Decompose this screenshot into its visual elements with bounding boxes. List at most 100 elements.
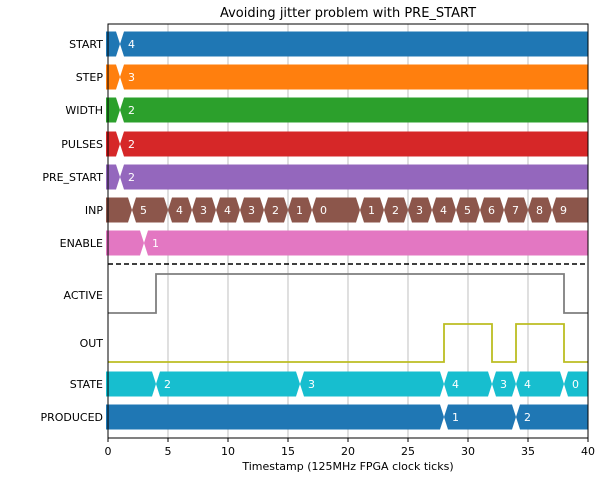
bus-value-label: 4: [176, 204, 183, 217]
bus-segment: [144, 230, 598, 256]
bus-value-label: 2: [164, 378, 171, 391]
bus-value-label: 6: [488, 204, 495, 217]
signal-label-state: STATE: [70, 378, 103, 391]
x-tick-label: 0: [105, 445, 112, 458]
signal-labels: START STEP WIDTH PULSES PRE_START INP ENABLE AC…: [40, 38, 103, 424]
bus-segment: [288, 197, 312, 223]
bus-segment: [156, 371, 300, 397]
bus-value-label: 3: [200, 204, 207, 217]
x-tick-label: 20: [341, 445, 355, 458]
x-tick-label: 30: [461, 445, 475, 458]
bit-trace: [108, 273, 588, 314]
bus-segment: [216, 197, 240, 223]
bus-value-label: 2: [128, 138, 135, 151]
bus-segment: [120, 164, 598, 190]
signal-label-pulses: PULSES: [61, 138, 103, 151]
bus-value-label: 4: [440, 204, 447, 217]
x-tick-label: 35: [521, 445, 535, 458]
signal-label-step: STEP: [76, 71, 104, 84]
signal-pulses: 2: [106, 131, 598, 157]
bus-segment: [192, 197, 216, 223]
signal-out: [108, 323, 588, 363]
bus-value-label: 4: [524, 378, 531, 391]
signal-label-active: ACTIVE: [64, 289, 104, 302]
bus-segment: [300, 371, 444, 397]
bus-segment: [120, 31, 598, 57]
bus-segment: [106, 371, 156, 397]
bus-value-label: 4: [128, 38, 135, 51]
bus-segment: [106, 31, 120, 57]
bus-segment: [456, 197, 480, 223]
bus-value-label: 2: [272, 204, 279, 217]
bus-value-label: 1: [368, 204, 375, 217]
signal-enable: 1: [106, 230, 598, 256]
x-tick-label: 40: [581, 445, 595, 458]
bus-segment: [444, 404, 516, 430]
bus-value-label: 2: [128, 171, 135, 184]
signal-inp: 5 4 3 4 3 2 1 0 1 2 3 4 5 6 7 8 9: [106, 197, 598, 223]
signal-width: 2: [106, 97, 598, 123]
x-axis: 0 5 10 15 20 25 30 35 40: [105, 438, 595, 458]
signal-label-out: OUT: [80, 337, 104, 350]
chart-title: Avoiding jitter problem with PRE_START: [220, 6, 476, 21]
bus-value-label: 1: [296, 204, 303, 217]
bus-segment: [120, 97, 598, 123]
bus-segment: [106, 64, 120, 90]
bus-value-label: 3: [248, 204, 255, 217]
signal-state: 2 3 4 3 4 0: [106, 371, 598, 397]
signal-start: 4: [106, 31, 598, 57]
bus-value-label: 1: [152, 237, 159, 250]
bus-value-label: 5: [140, 204, 147, 217]
bus-value-label: 3: [500, 378, 507, 391]
bus-segment: [106, 230, 144, 256]
bus-value-label: 1: [452, 411, 459, 424]
bus-value-label: 3: [308, 378, 315, 391]
x-tick-label: 5: [165, 445, 172, 458]
bus-segment: [516, 371, 564, 397]
bus-segment: [408, 197, 432, 223]
bus-value-label: 0: [572, 378, 579, 391]
bus-segment: [120, 131, 598, 157]
signal-label-start: START: [69, 38, 103, 51]
x-tick-label: 25: [401, 445, 415, 458]
bus-value-label: 4: [452, 378, 459, 391]
bus-value-label: 9: [560, 204, 567, 217]
bus-value-label: 2: [128, 104, 135, 117]
bus-segment: [240, 197, 264, 223]
bus-segment: [432, 197, 456, 223]
plot-frame: [107, 23, 589, 439]
bus-segment: [312, 197, 360, 223]
bus-segment: [168, 197, 192, 223]
signal-label-inp: INP: [85, 204, 103, 217]
x-tick-label: 10: [221, 445, 235, 458]
bus-segment: [516, 404, 598, 430]
bit-trace: [108, 323, 588, 363]
bus-segment: [552, 197, 598, 223]
right-mask: [588, 0, 600, 479]
bus-segment: [120, 64, 598, 90]
bus-segment: [106, 164, 120, 190]
bus-value-label: 4: [224, 204, 231, 217]
x-tick-label: 15: [281, 445, 295, 458]
signal-pre-start: 2: [106, 164, 598, 190]
bus-segment: [528, 197, 552, 223]
bus-value-label: 2: [524, 411, 531, 424]
signal-label-produced: PRODUCED: [40, 411, 103, 424]
bus-value-label: 5: [464, 204, 471, 217]
bus-value-label: 8: [536, 204, 543, 217]
bus-value-label: 3: [128, 71, 135, 84]
bus-segment: [444, 371, 492, 397]
bus-value-label: 0: [320, 204, 327, 217]
bus-segment: [360, 197, 384, 223]
bus-segment: [106, 404, 444, 430]
signal-label-width: WIDTH: [65, 104, 103, 117]
bus-value-label: 7: [512, 204, 519, 217]
signal-step: 3: [106, 64, 598, 90]
bus-segment: [106, 197, 132, 223]
bus-segment: [480, 197, 504, 223]
signal-label-enable: ENABLE: [60, 237, 103, 250]
bus-segment: [106, 97, 120, 123]
